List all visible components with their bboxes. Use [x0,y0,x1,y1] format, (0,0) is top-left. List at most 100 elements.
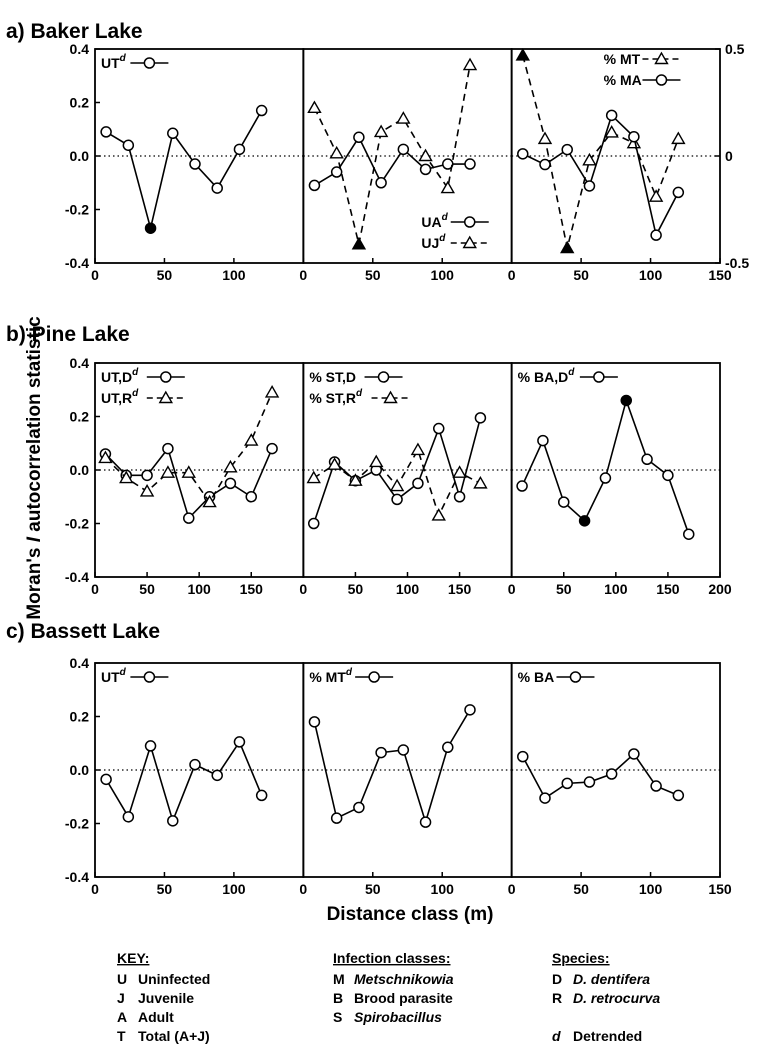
data-point [683,528,695,540]
key-code: J [117,990,125,1006]
data-point [419,163,432,176]
data-point [560,240,575,254]
data-point [255,104,268,117]
data-point [162,442,174,455]
legend-label: UT,Dd [101,367,139,385]
data-point [440,180,455,194]
series-line [313,64,471,245]
legend-superscript: d [442,212,449,223]
x-tick-label: 0 [299,267,307,283]
legend-marker [655,74,668,86]
data-point [397,744,410,756]
x-tick-label: 50 [139,581,155,597]
legend-label: UJd [421,233,446,251]
data-point [418,148,433,162]
x-tick-label: 0 [91,581,99,597]
series-ba-d [516,394,695,540]
legend-entry: % MT [604,51,681,67]
legend-superscript: d [346,667,353,678]
legend-marker [377,371,390,383]
legend-entry: % MA [604,72,681,88]
legend-marker [462,235,477,249]
x-tick-label: 50 [157,881,173,897]
key-code: U [117,971,127,987]
legend-entry: UTd [101,53,169,71]
legend-superscript: d [120,53,127,64]
data-point [650,229,662,241]
x-tick-label: 0 [91,267,99,283]
data-point [442,741,454,754]
series-line [521,397,690,535]
key-description: Juvenile [138,990,194,1006]
x-tick-label: 50 [573,881,589,897]
y-axis-title-part: autocorrelation statistic [24,316,45,537]
x-tick-label: 100 [639,881,663,897]
legend-entry: % BA [518,669,595,685]
legend-superscript: d [132,367,139,378]
data-point [517,750,529,763]
legend-entry: UAd [421,212,489,230]
data-point [141,469,153,482]
data-point [329,145,344,159]
legend-marker [463,216,476,228]
data-point [167,815,179,827]
legend-marker [383,390,398,404]
data-point [431,508,446,521]
x-tick-label: 150 [708,881,732,897]
key-column-1: KEY: U Uninfected J Juvenile A Adult T Total (A+… [117,950,210,1044]
data-point [628,748,640,760]
legend-marker [143,57,156,69]
x-tick-label: 100 [431,881,455,897]
data-point [583,776,596,788]
data-point [245,491,257,503]
series-ut [100,104,268,234]
y2-tick-label: -0.5 [725,255,749,271]
y-tick-label: -0.4 [65,569,89,585]
data-point [539,158,551,171]
x-tick-label: 50 [365,881,381,897]
data-point [306,470,321,484]
row-title: c) Bassett Lake [6,620,160,643]
data-point [255,789,268,802]
legend-superscript: d [132,388,139,399]
data-point [375,746,387,759]
key-description: Total (A+J) [138,1028,210,1044]
data-point [583,180,596,192]
key-column-3: Species: D D. dentifera R D. retrocurva d Detr… [552,950,660,1044]
key-code: S [333,1009,342,1025]
data-point [189,758,201,771]
legend-label: UTd [101,667,127,685]
data-point [330,166,343,178]
data-point [516,480,528,492]
data-point [419,816,432,828]
x-tick-label: 0 [508,881,516,897]
key-description: D. dentifera [573,971,650,987]
legend-marker [654,51,669,65]
data-point [308,179,321,192]
data-point [537,434,549,447]
series-ma [517,109,685,241]
series-line [312,417,482,524]
data-point [561,777,573,790]
series-line [105,740,263,824]
data-point [139,483,155,497]
data-point [578,515,591,527]
panel-3-1: 0 50 100 UTd [91,662,305,897]
data-point [410,442,426,456]
legend-entry: % ST,Rd [309,388,410,406]
data-point [474,412,487,424]
x-tick-label: 50 [348,581,364,597]
key-description: Spirobacillus [354,1009,442,1025]
x-tick-label: 150 [708,267,732,283]
data-point [433,422,445,435]
series-line [104,392,273,504]
panel-3-3: 0 50 100 150 % BA [508,662,732,897]
key-code: D [552,971,562,987]
panel-1-3: 0 50 100 150 0.5 0 -0.5 % MT % MA [508,41,750,283]
series-ut-r [98,385,280,508]
legend-entry: UJd [421,233,489,251]
legend-marker [593,371,605,383]
